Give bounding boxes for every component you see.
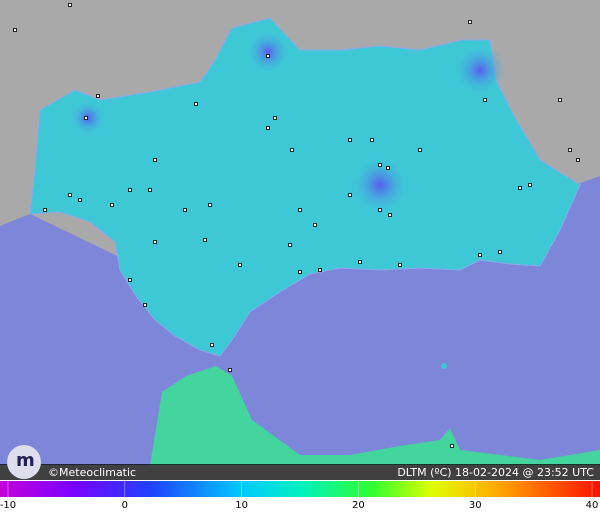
station — [148, 188, 152, 192]
station — [68, 193, 72, 197]
station — [398, 263, 402, 267]
station — [386, 166, 390, 170]
station — [183, 208, 187, 212]
cold-spot — [246, 30, 290, 74]
station — [266, 54, 270, 58]
station — [483, 98, 487, 102]
caption: DLTM (ºC) 18-02-2024 @ 23:52 UTC — [397, 466, 594, 479]
station — [378, 208, 382, 212]
station — [558, 98, 562, 102]
station — [576, 158, 580, 162]
station — [450, 444, 454, 448]
colorbar-tick-label: 0 — [122, 500, 128, 511]
colorbar — [0, 481, 600, 497]
station — [388, 213, 392, 217]
station — [194, 102, 198, 106]
stations — [13, 3, 580, 448]
station — [78, 198, 82, 202]
station — [43, 208, 47, 212]
station — [298, 208, 302, 212]
station — [288, 243, 292, 247]
island — [441, 363, 447, 369]
caption-bar — [0, 464, 600, 480]
station — [348, 193, 352, 197]
station — [266, 126, 270, 130]
station — [498, 250, 502, 254]
credit: ©Meteoclimatic — [48, 466, 136, 479]
station — [273, 116, 277, 120]
logo-mark: m — [16, 450, 35, 471]
station — [84, 116, 88, 120]
colorbar-ticks: -10 0 10 20 30 40 — [0, 481, 598, 511]
station — [358, 260, 362, 264]
station — [128, 278, 132, 282]
station — [203, 238, 207, 242]
cold-spot — [70, 100, 106, 136]
station — [313, 223, 317, 227]
colorbar-tick-label: -10 — [0, 500, 16, 511]
station — [153, 158, 157, 162]
station — [208, 203, 212, 207]
station — [110, 203, 114, 207]
station — [468, 20, 472, 24]
station — [96, 94, 100, 98]
station — [238, 263, 242, 267]
station — [13, 28, 17, 32]
colorbar-tick-label: 30 — [469, 500, 482, 511]
andalusia — [29, 17, 581, 357]
cold-spot — [454, 44, 506, 96]
station — [348, 138, 352, 142]
station — [210, 343, 214, 347]
station — [378, 163, 382, 167]
cold-spot — [350, 155, 410, 215]
station — [128, 188, 132, 192]
logo — [7, 445, 41, 479]
station — [143, 303, 147, 307]
station — [153, 240, 157, 244]
station — [568, 148, 572, 152]
colorbar-tick-label: 40 — [586, 500, 599, 511]
station — [228, 368, 232, 372]
colorbar-tick-label: 10 — [235, 500, 248, 511]
station — [528, 183, 532, 187]
morocco — [150, 366, 600, 465]
station — [318, 268, 322, 272]
station — [518, 186, 522, 190]
station — [418, 148, 422, 152]
station — [298, 270, 302, 274]
station — [68, 3, 72, 7]
colorbar-tick-label: 20 — [352, 500, 365, 511]
station — [290, 148, 294, 152]
station — [370, 138, 374, 142]
station — [478, 253, 482, 257]
